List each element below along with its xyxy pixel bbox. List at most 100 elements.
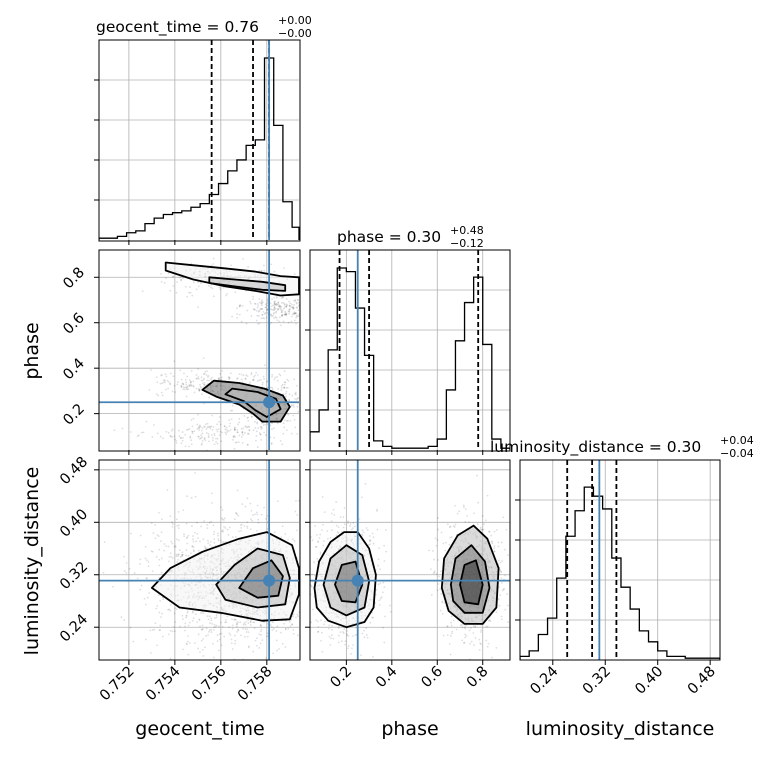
sample-point xyxy=(177,511,180,513)
sample-point xyxy=(307,436,309,438)
sample-point xyxy=(284,311,287,314)
sample-point xyxy=(474,626,477,628)
sample-point xyxy=(180,384,183,387)
sample-point xyxy=(291,313,294,316)
sample-point xyxy=(281,525,284,528)
sample-point xyxy=(498,559,500,562)
sample-point xyxy=(337,641,340,644)
sample-point xyxy=(200,443,203,446)
sample-point xyxy=(250,416,253,418)
panel-hist-geocent-time: geocent_time = 0.76 +0.00 −0.00 xyxy=(96,14,312,242)
sample-point xyxy=(144,545,147,548)
sample-point xyxy=(139,588,142,591)
sample-point xyxy=(181,551,184,554)
sample-point xyxy=(283,306,286,309)
sample-point xyxy=(208,615,211,618)
sample-point xyxy=(229,429,232,431)
sample-point xyxy=(255,430,258,433)
sample-point xyxy=(246,309,249,312)
sample-point xyxy=(249,302,252,305)
sample-point xyxy=(259,642,262,645)
sample-point xyxy=(167,272,170,275)
sample-point xyxy=(230,418,233,421)
sample-point xyxy=(446,523,449,526)
sample-point xyxy=(196,521,198,524)
sample-point xyxy=(372,616,375,619)
sample-point xyxy=(376,528,379,531)
sample-point xyxy=(263,312,266,315)
sample-point xyxy=(216,430,219,433)
sample-point xyxy=(254,308,256,311)
sample-point xyxy=(169,289,172,292)
sample-point xyxy=(349,522,352,525)
sample-point xyxy=(185,549,188,551)
sample-point xyxy=(261,426,263,429)
sample-point xyxy=(248,646,250,649)
sample-point xyxy=(284,627,287,630)
sample-point xyxy=(209,286,212,289)
sample-point xyxy=(158,558,161,561)
sample-point xyxy=(470,640,473,643)
sample-point xyxy=(213,432,216,435)
sample-point xyxy=(449,634,452,637)
sample-point xyxy=(121,427,124,430)
sample-point xyxy=(287,310,290,313)
sample-point xyxy=(220,517,223,520)
sample-point xyxy=(201,649,204,651)
sample-point xyxy=(198,619,201,622)
sample-point xyxy=(161,394,164,397)
sample-point xyxy=(179,625,181,628)
sample-point xyxy=(355,626,358,629)
sample-point xyxy=(206,370,208,372)
sample-point xyxy=(463,626,466,629)
sample-point xyxy=(316,557,319,560)
panel-frame xyxy=(98,459,301,661)
sample-point xyxy=(206,527,209,530)
sample-point xyxy=(264,312,267,314)
sample-point xyxy=(294,392,297,395)
sample-point xyxy=(271,388,274,390)
sample-point xyxy=(295,302,298,305)
sample-point xyxy=(211,437,214,439)
sample-point xyxy=(297,315,300,318)
sample-point xyxy=(273,309,275,312)
sample-point xyxy=(173,435,176,438)
sample-point xyxy=(232,435,235,438)
sample-point xyxy=(463,641,466,644)
sample-point xyxy=(181,554,183,556)
sample-point xyxy=(339,631,342,634)
sample-point xyxy=(286,378,289,381)
sample-point xyxy=(171,542,174,545)
sample-point xyxy=(297,397,300,399)
x-tick-label-luminosity_distance: 0.24 xyxy=(527,664,561,698)
sample-point xyxy=(210,434,213,436)
sample-point xyxy=(258,647,261,649)
sample-point xyxy=(500,577,503,580)
sample-point xyxy=(486,645,489,648)
sample-point xyxy=(162,381,165,384)
sample-point xyxy=(272,308,275,311)
sample-point xyxy=(174,438,176,441)
sample-point xyxy=(429,568,432,571)
sample-point xyxy=(164,373,167,376)
sample-point xyxy=(254,513,256,516)
sample-point xyxy=(243,525,246,527)
sample-point xyxy=(242,257,245,260)
sample-point xyxy=(176,538,178,541)
sample-point xyxy=(296,298,299,301)
sample-point xyxy=(185,537,188,540)
sample-point xyxy=(174,544,177,547)
sample-point xyxy=(241,430,244,433)
sample-point xyxy=(252,379,254,382)
sample-point xyxy=(253,375,255,378)
sample-point xyxy=(203,372,206,375)
sample-point xyxy=(176,561,179,563)
sample-point xyxy=(229,409,232,412)
sample-point xyxy=(383,544,386,547)
sample-point xyxy=(177,381,179,383)
sample-point xyxy=(246,443,249,446)
sample-point xyxy=(212,426,215,428)
sample-point xyxy=(245,631,248,633)
sample-point xyxy=(376,510,378,512)
sample-point xyxy=(249,381,252,384)
